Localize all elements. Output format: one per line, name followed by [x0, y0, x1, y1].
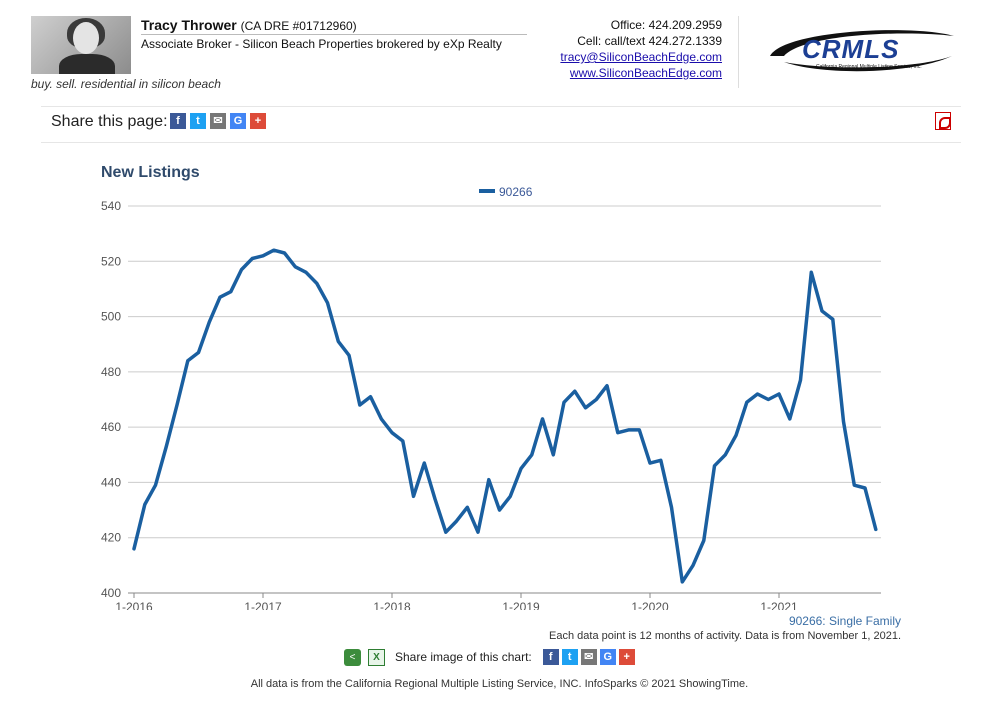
y-tick-label: 460	[101, 420, 121, 434]
excel-export-icon[interactable]: X	[368, 648, 385, 666]
y-tick-label: 420	[101, 531, 121, 545]
series-description: 90266: Single Family	[788, 614, 901, 628]
y-tick-label: 500	[101, 310, 121, 324]
x-tick-label: 1-2017	[244, 600, 282, 610]
chart-legend: 90266	[479, 185, 533, 199]
header-divider	[738, 16, 739, 88]
share-image-icons: f t ✉ G +	[542, 649, 635, 665]
agent-name: Tracy Thrower (CA DRE #01712960)	[141, 17, 357, 33]
twitter-icon[interactable]: t	[190, 113, 206, 129]
office-phone: Office: 424.209.2959	[610, 18, 722, 32]
legend-swatch	[479, 189, 495, 193]
email-icon[interactable]: ✉	[210, 113, 226, 129]
y-tick-label: 520	[101, 254, 121, 268]
x-tick-label: 1-2021	[760, 600, 798, 610]
cell-phone: Cell: call/text 424.272.1339	[577, 34, 722, 48]
share-image-label: Share image of this chart:	[395, 650, 532, 664]
legend-label: 90266	[499, 185, 533, 199]
pdf-icon[interactable]	[935, 112, 951, 130]
y-tick-label: 400	[101, 586, 121, 600]
share-chart-icon[interactable]: <	[344, 648, 361, 666]
series-line-90266	[132, 248, 878, 584]
facebook-icon[interactable]: f	[542, 649, 559, 665]
crmls-logo: CRMLS California Regional Multiple Listi…	[770, 30, 954, 72]
new-listings-chart: New Listings 90266 400 420 440 460 480 500 520…	[101, 164, 881, 610]
agent-photo	[31, 16, 131, 74]
agent-dre: (CA DRE #01712960)	[240, 19, 357, 33]
y-tick-label: 540	[101, 199, 121, 213]
y-tick-label: 440	[101, 475, 121, 489]
google-icon[interactable]: G	[599, 649, 616, 665]
x-tick-label: 1-2020	[631, 600, 669, 610]
data-note: Each data point is 12 months of activity…	[549, 630, 901, 642]
twitter-icon[interactable]: t	[561, 649, 578, 665]
crmls-logo-text: CRMLS	[802, 34, 899, 64]
google-icon[interactable]: G	[230, 113, 246, 129]
photo-body	[59, 54, 115, 74]
agent-divider	[141, 34, 527, 35]
plus-icon[interactable]: +	[618, 649, 635, 665]
email-icon[interactable]: ✉	[580, 649, 597, 665]
crmls-logo-subtext: California Regional Multiple Listing Ser…	[816, 64, 922, 70]
email-link[interactable]: tracy@SiliconBeachEdge.com	[560, 50, 722, 64]
x-tick-label: 1-2018	[373, 600, 411, 610]
agent-name-text: Tracy Thrower	[141, 17, 237, 33]
x-tick-label: 1-2016	[115, 600, 153, 610]
plus-icon[interactable]: +	[250, 113, 266, 129]
share-page-icons: f t ✉ G +	[170, 113, 266, 129]
tagline: buy. sell. residential in silicon beach	[31, 77, 221, 91]
x-tick-label: 1-2019	[502, 600, 540, 610]
contact-block: Office: 424.209.2959 Cell: call/text 424…	[560, 17, 722, 81]
y-tick-label: 480	[101, 365, 121, 379]
website-link[interactable]: www.SiliconBeachEdge.com	[569, 66, 722, 80]
facebook-icon[interactable]: f	[170, 113, 186, 129]
chart-title: New Listings	[101, 164, 200, 181]
photo-face	[73, 22, 99, 54]
share-image-row: < X Share image of this chart: f t ✉ G +	[344, 648, 635, 666]
share-bar: Share this page: f t ✉ G +	[41, 106, 961, 143]
footer-note: All data is from the California Regional…	[250, 678, 749, 690]
agent-title: Associate Broker - Silicon Beach Propert…	[141, 37, 502, 51]
share-page-label: Share this page:	[51, 113, 168, 130]
